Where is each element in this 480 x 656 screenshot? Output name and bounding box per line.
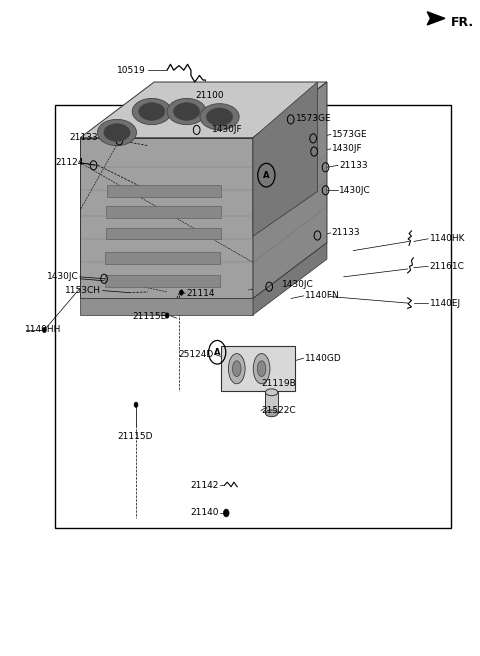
Ellipse shape bbox=[139, 102, 165, 120]
Bar bbox=[106, 252, 220, 264]
Ellipse shape bbox=[265, 389, 278, 396]
Ellipse shape bbox=[265, 410, 278, 417]
Bar bbox=[220, 346, 295, 391]
Ellipse shape bbox=[232, 361, 241, 377]
Text: 1573GE: 1573GE bbox=[296, 113, 332, 123]
Ellipse shape bbox=[132, 98, 171, 125]
Text: 21115D: 21115D bbox=[117, 432, 153, 441]
Bar bbox=[105, 275, 219, 287]
Text: 1573GE: 1573GE bbox=[332, 130, 367, 139]
Polygon shape bbox=[80, 298, 253, 315]
Bar bbox=[107, 185, 221, 197]
Text: 21133: 21133 bbox=[332, 228, 360, 237]
Polygon shape bbox=[80, 82, 327, 138]
Text: A: A bbox=[214, 348, 220, 357]
Text: 21124: 21124 bbox=[55, 158, 83, 167]
Text: 1140EJ: 1140EJ bbox=[430, 298, 461, 308]
Text: A: A bbox=[263, 171, 270, 180]
Bar bbox=[106, 228, 220, 239]
Text: 21133: 21133 bbox=[69, 133, 98, 142]
Text: 1430JC: 1430JC bbox=[282, 280, 313, 289]
Text: FR.: FR. bbox=[451, 16, 474, 30]
Text: 21161C: 21161C bbox=[430, 262, 465, 271]
Text: 1430JC: 1430JC bbox=[47, 272, 79, 281]
Ellipse shape bbox=[200, 104, 239, 130]
Text: 1430JC: 1430JC bbox=[339, 186, 371, 195]
Polygon shape bbox=[427, 12, 445, 25]
Polygon shape bbox=[253, 82, 327, 298]
Text: 21133: 21133 bbox=[339, 161, 368, 170]
Ellipse shape bbox=[257, 361, 266, 377]
Circle shape bbox=[165, 313, 169, 318]
Polygon shape bbox=[253, 243, 327, 315]
Ellipse shape bbox=[173, 102, 200, 120]
Text: 21119B: 21119B bbox=[261, 379, 296, 388]
Circle shape bbox=[223, 509, 229, 517]
Ellipse shape bbox=[228, 354, 245, 384]
Text: 21115E: 21115E bbox=[132, 312, 166, 321]
Circle shape bbox=[43, 327, 46, 333]
Polygon shape bbox=[253, 82, 317, 236]
Text: 1153CH: 1153CH bbox=[65, 286, 101, 295]
Text: 1430JF: 1430JF bbox=[332, 144, 362, 154]
Polygon shape bbox=[80, 138, 253, 298]
Text: 10519: 10519 bbox=[117, 66, 145, 75]
Text: 21522C: 21522C bbox=[261, 406, 296, 415]
Text: 1140HK: 1140HK bbox=[430, 234, 465, 243]
Text: 1140FN: 1140FN bbox=[304, 291, 339, 300]
Text: 21140: 21140 bbox=[190, 508, 218, 518]
Ellipse shape bbox=[97, 119, 136, 146]
Text: 21142: 21142 bbox=[190, 481, 218, 490]
Text: 25124D: 25124D bbox=[178, 350, 214, 359]
Bar bbox=[107, 206, 221, 218]
Circle shape bbox=[134, 402, 138, 407]
Ellipse shape bbox=[253, 354, 270, 384]
Text: 21100: 21100 bbox=[196, 91, 224, 100]
Ellipse shape bbox=[206, 108, 233, 126]
Circle shape bbox=[180, 290, 183, 295]
Text: 1140HH: 1140HH bbox=[25, 325, 61, 335]
Bar bbox=[265, 392, 278, 413]
Ellipse shape bbox=[104, 123, 130, 141]
Text: 1430JF: 1430JF bbox=[213, 125, 243, 134]
Text: 21114: 21114 bbox=[186, 289, 215, 298]
Bar bbox=[55, 105, 451, 528]
Ellipse shape bbox=[167, 98, 206, 125]
Text: 1140GD: 1140GD bbox=[304, 354, 341, 363]
